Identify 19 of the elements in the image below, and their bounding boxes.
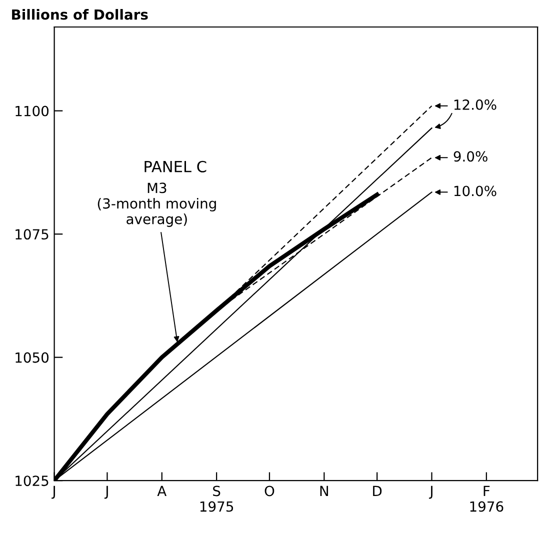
y-axis-title: Billions of Dollars [12,9,148,20]
x-tick-label: N [320,486,328,496]
x-tick-label: S 1975 [200,486,234,512]
annotation: 9.0% [454,151,488,162]
annotation: M3 (3-month moving average) [98,182,216,227]
x-tick-label: J [428,486,432,499]
annotation: 12.0% [454,99,496,110]
x-tick-label: J [104,486,108,499]
annotation: PANEL C [144,160,206,172]
x-tick-label: O [264,486,274,496]
x-tick-label: D [373,486,382,496]
x-tick-label: J [52,486,55,499]
y-tick-label: 1050 [16,352,49,363]
y-tick-label: 1100 [16,106,49,116]
x-tick-label: F 1976 [470,486,504,512]
y-tick-label: 1075 [16,229,48,240]
annotation: 10.0% [454,186,496,196]
y-tick-label: 1025 [16,476,48,486]
x-tick-label: A [157,486,167,496]
